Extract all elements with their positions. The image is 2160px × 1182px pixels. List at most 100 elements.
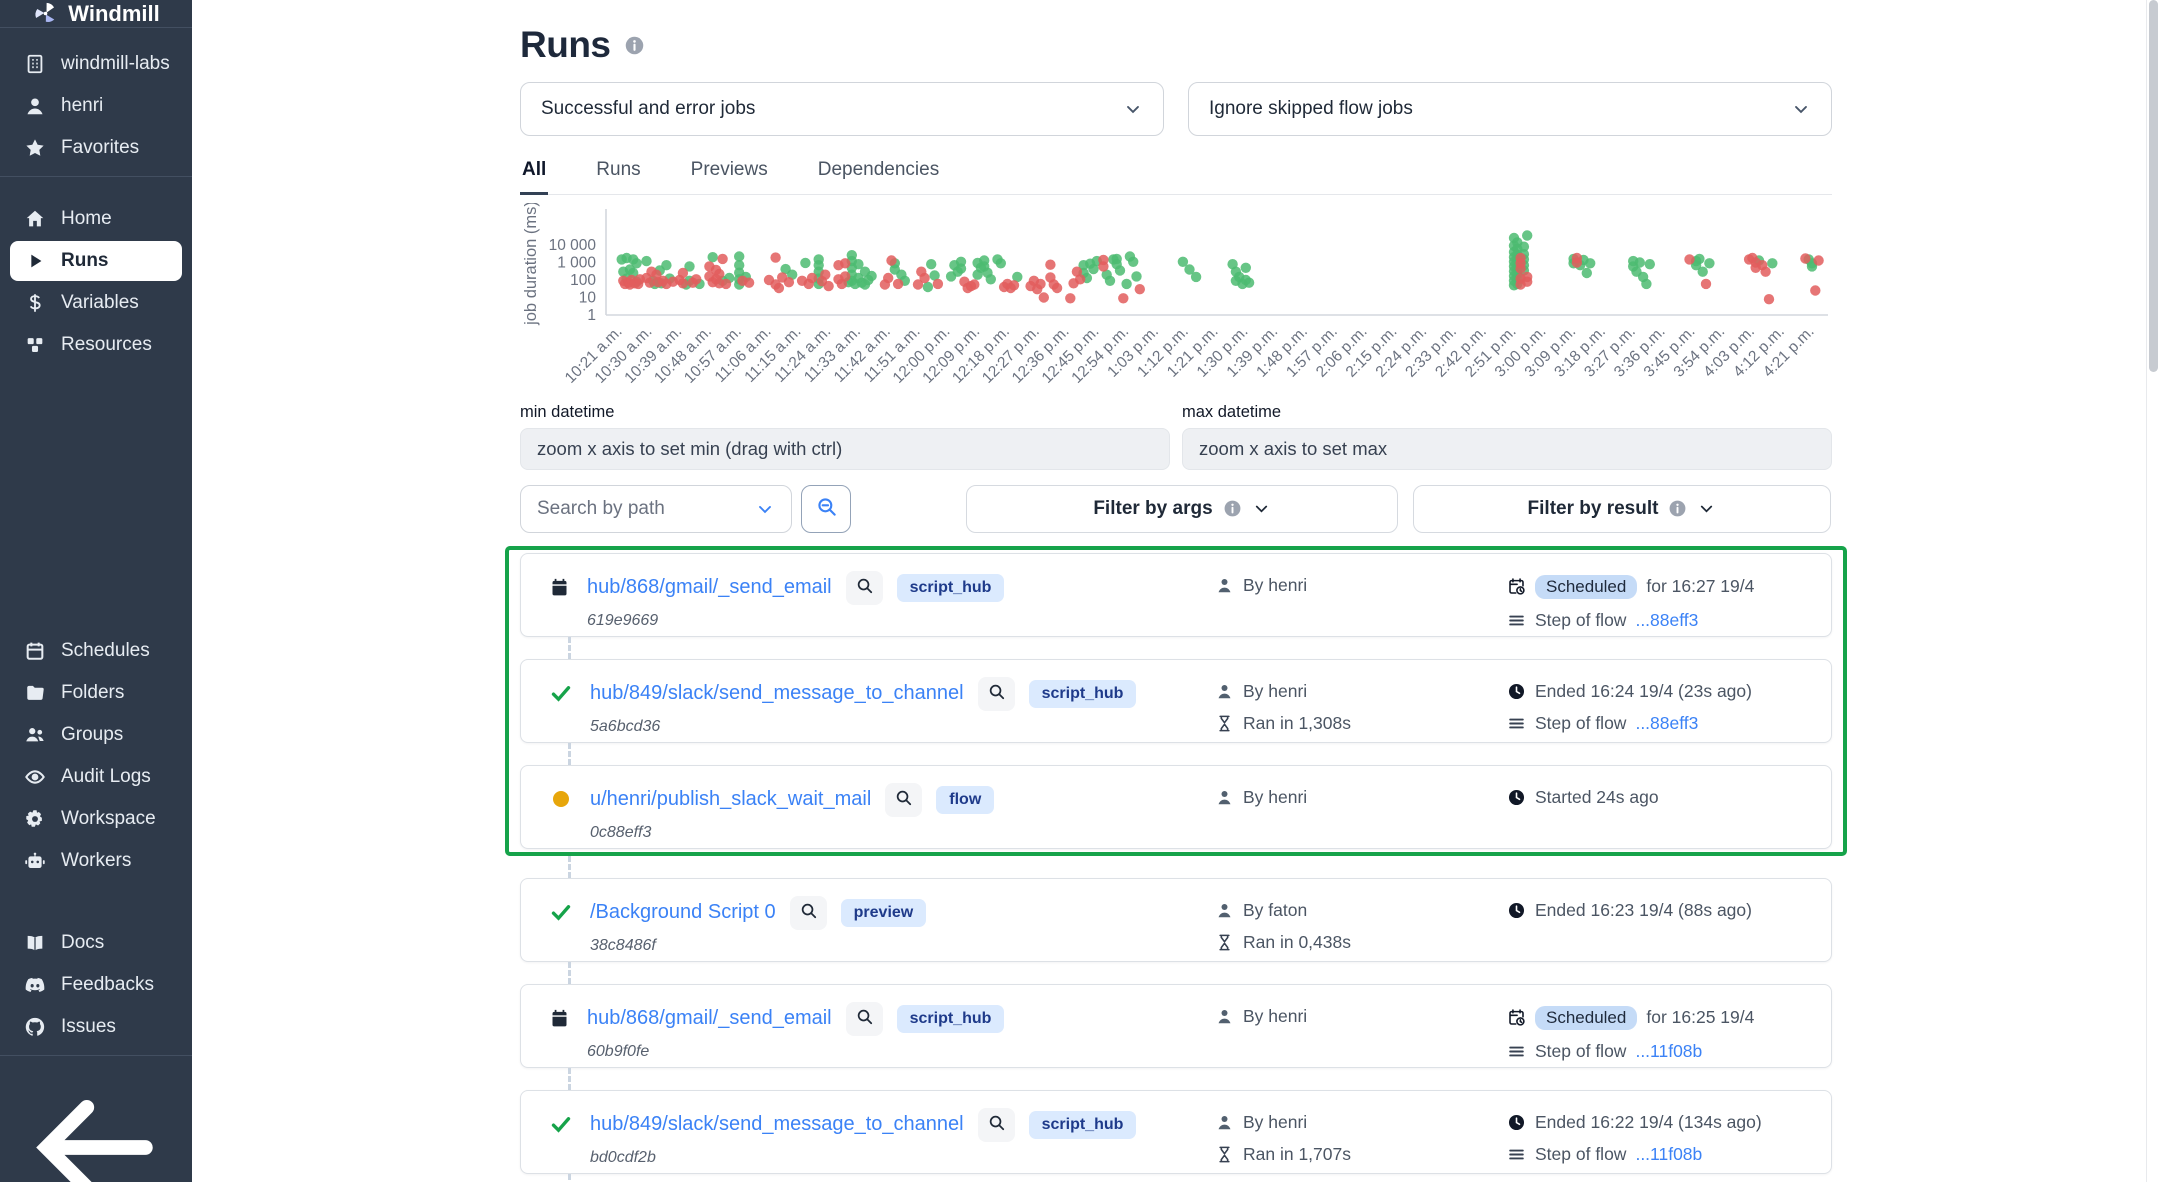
sidebar-item-folders[interactable]: Folders <box>10 673 182 713</box>
hourglass-icon <box>1215 1145 1234 1164</box>
page-title: Runs <box>520 24 1832 66</box>
run-duration: Ran in 1,707s <box>1243 1143 1351 1164</box>
eye-icon <box>24 766 46 788</box>
sidebar-item-audit-logs[interactable]: Audit Logs <box>10 757 182 797</box>
svg-text:10: 10 <box>579 289 597 306</box>
user-icon <box>24 95 46 117</box>
search-icon <box>987 1113 1006 1137</box>
person-icon <box>1215 1113 1234 1132</box>
run-row[interactable]: u/henri/publish_slack_wait_mail flow 0c8… <box>520 764 1832 849</box>
sidebar-item-favorites[interactable]: Favorites <box>10 128 182 168</box>
play-icon <box>24 250 46 272</box>
chevron-down-icon <box>1791 99 1811 119</box>
sidebar-item-label: Workers <box>61 850 132 871</box>
flow-id-link[interactable]: ...88eff3 <box>1635 609 1699 630</box>
sidebar-item-workspace-switcher[interactable]: windmill-labs <box>10 44 182 84</box>
info-icon <box>1668 499 1687 518</box>
run-time-icon <box>1507 901 1526 920</box>
inspect-run-button[interactable] <box>845 570 883 605</box>
job-status-select[interactable]: Successful and error jobs <box>520 82 1164 136</box>
sidebar-item-home[interactable]: Home <box>10 199 182 239</box>
flow-connector <box>568 1067 571 1090</box>
job-kind-badge: flow <box>936 785 995 814</box>
sidebar: Windmill windmill-labs henri Favorites H… <box>0 0 192 1182</box>
run-status-icon <box>549 1008 570 1029</box>
min-datetime-label: min datetime <box>520 402 615 421</box>
search-icon <box>855 576 874 600</box>
person-icon <box>1215 1007 1234 1026</box>
run-row[interactable]: /Background Script 0 preview 38c8486f By… <box>520 877 1832 962</box>
sidebar-item-runs[interactable]: Runs <box>10 241 182 281</box>
run-time-text: for 16:25 19/4 <box>1646 1007 1755 1027</box>
search-by-path-select[interactable]: Search by path <box>520 484 792 533</box>
sidebar-item-resources[interactable]: Resources <box>10 325 182 365</box>
run-path-link[interactable]: hub/868/gmail/_send_email <box>587 1007 832 1029</box>
sidebar-item-user[interactable]: henri <box>10 86 182 126</box>
list-icon <box>1507 1145 1526 1164</box>
inspect-run-button[interactable] <box>789 895 827 930</box>
github-icon <box>24 1016 46 1038</box>
run-row[interactable]: hub/868/gmail/_send_email script_hub 619… <box>520 552 1832 637</box>
calendar-icon <box>24 640 46 662</box>
tab-all[interactable]: All <box>520 154 549 195</box>
tab-previews[interactable]: Previews <box>690 159 768 180</box>
robot-icon <box>24 850 46 872</box>
sidebar-item-schedules[interactable]: Schedules <box>10 631 182 671</box>
run-status-icon <box>549 577 570 598</box>
max-datetime-input[interactable]: zoom x axis to set max <box>1182 427 1832 470</box>
run-row[interactable]: hub/849/slack/send_message_to_channel sc… <box>520 1089 1832 1174</box>
run-path-link[interactable]: hub/868/gmail/_send_email <box>587 576 832 598</box>
sidebar-item-workers[interactable]: Workers <box>10 841 182 881</box>
run-path-link[interactable]: /Background Script 0 <box>590 901 776 923</box>
sidebar-item-issues[interactable]: Issues <box>10 1007 182 1047</box>
filter-by-result-button[interactable]: Filter by result <box>1413 484 1831 533</box>
sidebar-item-groups[interactable]: Groups <box>10 715 182 755</box>
tab-runs[interactable]: Runs <box>596 159 641 180</box>
run-time-icon <box>1507 577 1526 596</box>
run-row[interactable]: hub/868/gmail/_send_email script_hub 60b… <box>520 983 1832 1068</box>
min-datetime-input[interactable]: zoom x axis to set min (drag with ctrl) <box>520 427 1170 470</box>
search-icon <box>855 1007 874 1031</box>
dollar-icon <box>24 292 46 314</box>
svg-text:1: 1 <box>587 307 596 324</box>
tab-dependencies[interactable]: Dependencies <box>817 159 940 180</box>
inspect-run-button[interactable] <box>885 782 923 817</box>
list-icon <box>1507 714 1526 733</box>
min-datetime-placeholder: zoom x axis to set min (drag with ctrl) <box>537 437 843 459</box>
sidebar-item-label: Workspace <box>61 808 156 829</box>
sidebar-item-label: Groups <box>61 724 124 745</box>
flow-id-link[interactable]: ...11f08b <box>1635 1143 1703 1164</box>
sidebar-item-workspace[interactable]: Workspace <box>10 799 182 839</box>
run-row[interactable]: hub/849/slack/send_message_to_channel sc… <box>520 658 1832 743</box>
sidebar-item-feedbacks[interactable]: Feedbacks <box>10 965 182 1005</box>
filter-by-args-button[interactable]: Filter by args <box>966 484 1398 533</box>
flow-id-link[interactable]: ...11f08b <box>1635 1040 1703 1061</box>
page-scrollbar[interactable] <box>2146 0 2160 1182</box>
search-button[interactable] <box>801 484 851 533</box>
run-path-link[interactable]: u/henri/publish_slack_wait_mail <box>590 788 872 810</box>
kind-tabs: All Runs Previews Dependencies <box>520 154 1832 195</box>
inspect-run-button[interactable] <box>845 1001 883 1036</box>
run-path-link[interactable]: hub/849/slack/send_message_to_channel <box>590 682 964 704</box>
chevron-down-icon <box>1697 499 1716 518</box>
sidebar-item-variables[interactable]: Variables <box>10 283 182 323</box>
skipped-flows-select[interactable]: Ignore skipped flow jobs <box>1188 82 1832 136</box>
info-icon[interactable] <box>624 35 645 56</box>
sidebar-item-docs[interactable]: Docs <box>10 923 182 963</box>
scrollbar-thumb[interactable] <box>2149 0 2158 372</box>
job-id: 38c8486f <box>590 936 656 954</box>
brand[interactable]: Windmill <box>0 0 192 27</box>
flow-id-link[interactable]: ...88eff3 <box>1635 712 1699 733</box>
divider <box>0 176 192 177</box>
sidebar-item-label: Resources <box>61 334 152 355</box>
inspect-run-button[interactable] <box>977 676 1015 711</box>
inspect-run-button[interactable] <box>977 1107 1015 1142</box>
run-status-icon <box>549 787 573 811</box>
run-path-link[interactable]: hub/849/slack/send_message_to_channel <box>590 1113 964 1135</box>
sidebar-item-label: Feedbacks <box>61 974 154 995</box>
run-time-icon <box>1507 788 1526 807</box>
svg-text:100: 100 <box>570 272 596 289</box>
runs-duration-chart[interactable]: 1 10 100 1 000 10 000 10:21 a.m. 10:30 a.m. 10:… <box>520 203 1832 401</box>
list-icon <box>1507 1042 1526 1061</box>
